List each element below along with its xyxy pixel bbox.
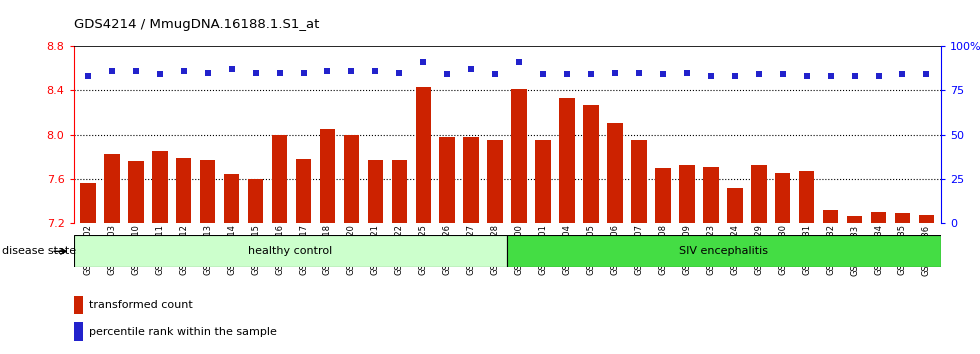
Point	[895, 72, 910, 77]
Point	[439, 72, 455, 77]
Point	[799, 73, 814, 79]
Point	[391, 70, 407, 75]
Point	[319, 68, 335, 74]
Bar	[608, 124, 622, 223]
Bar	[487, 140, 503, 223]
Point	[703, 73, 718, 79]
Text: percentile rank within the sample: percentile rank within the sample	[89, 327, 277, 337]
Bar	[847, 216, 862, 223]
Point	[870, 73, 886, 79]
Point	[368, 68, 383, 74]
Bar	[631, 140, 647, 223]
Point	[631, 70, 647, 75]
Point	[583, 72, 599, 77]
Bar	[508, 235, 941, 267]
Bar	[655, 168, 670, 223]
Point	[248, 70, 264, 75]
Bar	[319, 129, 335, 223]
Point	[296, 70, 312, 75]
Point	[918, 72, 934, 77]
Point	[271, 70, 287, 75]
Bar	[439, 137, 455, 223]
Bar	[535, 140, 551, 223]
Bar	[223, 175, 239, 223]
Point	[679, 70, 695, 75]
Bar	[918, 215, 934, 223]
Point	[823, 73, 839, 79]
Point	[535, 72, 551, 77]
Bar	[870, 212, 886, 223]
Point	[751, 72, 766, 77]
Bar	[104, 154, 120, 223]
Point	[655, 72, 670, 77]
Bar	[679, 166, 695, 223]
Bar	[560, 98, 575, 223]
Bar	[128, 161, 144, 223]
Bar	[74, 235, 508, 267]
Bar	[80, 183, 96, 223]
Point	[344, 68, 360, 74]
Bar	[775, 173, 791, 223]
Bar	[895, 213, 910, 223]
Text: disease state: disease state	[2, 246, 76, 256]
Bar	[271, 135, 287, 223]
Bar	[823, 210, 838, 223]
Point	[464, 66, 479, 72]
Point	[727, 73, 743, 79]
Bar	[176, 158, 191, 223]
Point	[775, 72, 791, 77]
Bar	[416, 87, 431, 223]
Bar	[703, 167, 718, 223]
Point	[512, 59, 527, 65]
Point	[80, 73, 96, 79]
Bar	[751, 166, 766, 223]
Bar	[152, 151, 168, 223]
Bar	[296, 159, 312, 223]
Bar	[74, 296, 83, 314]
Bar	[512, 89, 527, 223]
Text: GDS4214 / MmugDNA.16188.1.S1_at: GDS4214 / MmugDNA.16188.1.S1_at	[74, 18, 318, 31]
Point	[200, 70, 216, 75]
Text: healthy control: healthy control	[248, 246, 332, 256]
Bar	[344, 135, 360, 223]
Point	[560, 72, 575, 77]
Point	[175, 68, 191, 74]
Bar	[200, 160, 216, 223]
Bar	[799, 171, 814, 223]
Bar	[392, 160, 407, 223]
Text: SIV encephalitis: SIV encephalitis	[679, 246, 768, 256]
Bar	[583, 105, 599, 223]
Point	[487, 72, 503, 77]
Bar	[368, 160, 383, 223]
Bar	[74, 322, 83, 341]
Point	[152, 72, 168, 77]
Point	[847, 73, 862, 79]
Bar	[727, 188, 743, 223]
Point	[416, 59, 431, 65]
Point	[104, 68, 120, 74]
Point	[223, 66, 239, 72]
Bar	[248, 179, 264, 223]
Text: transformed count: transformed count	[89, 300, 193, 310]
Point	[128, 68, 144, 74]
Point	[608, 70, 623, 75]
Bar	[464, 137, 479, 223]
